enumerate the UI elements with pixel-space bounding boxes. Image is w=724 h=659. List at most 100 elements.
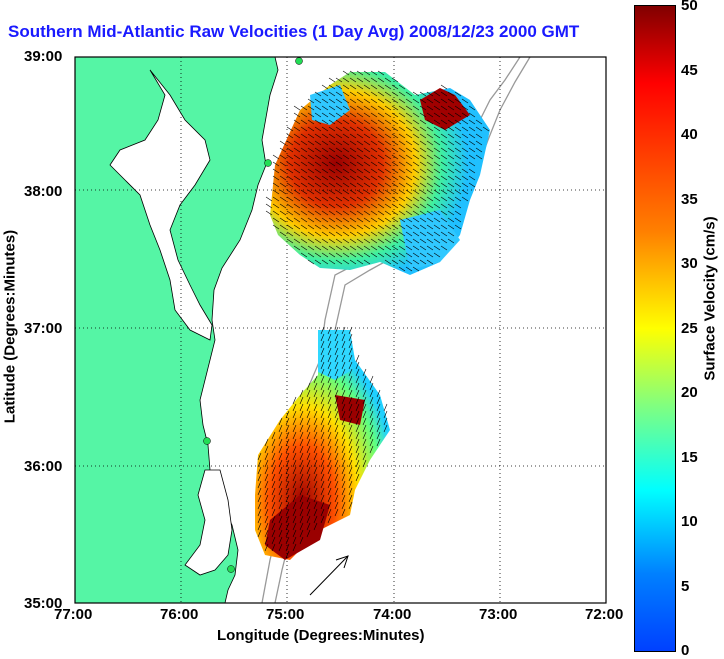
velocity-arrow <box>440 105 448 111</box>
velocity-arrow <box>440 168 448 174</box>
velocity-arrow <box>278 529 283 538</box>
velocity-arrow <box>468 182 476 188</box>
velocity-arrow <box>313 480 318 489</box>
velocity-arrow <box>398 266 406 272</box>
velocity-arrow <box>370 203 378 209</box>
velocity-arrow <box>391 238 399 244</box>
velocity-arrow <box>321 119 329 125</box>
velocity-arrow <box>300 119 308 125</box>
velocity-arrow <box>405 217 413 223</box>
velocity-arrow <box>300 252 308 258</box>
velocity-arrow <box>278 438 283 447</box>
velocity-arrow <box>349 168 357 174</box>
velocity-arrow <box>370 231 378 237</box>
velocity-arrow <box>320 473 325 482</box>
velocity-arrow <box>384 231 392 237</box>
velocity-arrow <box>355 417 360 426</box>
velocity-arrow <box>454 105 462 111</box>
velocity-arrow <box>461 189 469 195</box>
velocity-arrow <box>321 161 329 167</box>
velocity-arrow <box>342 189 350 195</box>
velocity-arrow <box>328 112 336 118</box>
velocity-arrow <box>313 501 318 510</box>
velocity-arrow <box>341 368 346 377</box>
velocity-arrow <box>278 508 283 517</box>
velocity-arrow <box>341 424 346 433</box>
velocity-arrow <box>363 154 371 160</box>
velocity-arrow <box>299 487 304 496</box>
velocity-arrow <box>327 417 332 426</box>
velocity-arrow <box>321 245 329 251</box>
velocity-arrow <box>321 91 329 97</box>
velocity-arrow <box>454 189 462 195</box>
velocity-arrow <box>391 154 399 160</box>
velocity-arrow <box>405 175 413 181</box>
velocity-arrow <box>356 105 364 111</box>
velocity-arrow <box>272 203 280 209</box>
velocity-arrow <box>299 501 304 510</box>
velocity-arrow <box>320 480 325 489</box>
velocity-arrow <box>328 133 336 139</box>
velocity-arrow <box>321 112 329 118</box>
velocity-arrow <box>419 126 427 132</box>
velocity-arrow <box>286 175 294 181</box>
velocity-arrow <box>293 203 301 209</box>
velocity-arrow <box>362 389 367 398</box>
velocity-arrow <box>314 224 322 230</box>
velocity-arrow <box>419 154 427 160</box>
velocity-arrow <box>412 259 420 265</box>
velocity-arrow <box>299 410 304 419</box>
velocity-arrow <box>398 245 406 251</box>
colorbar-tick: 35 <box>681 191 698 208</box>
velocity-arrow <box>328 231 336 237</box>
velocity-arrow <box>321 154 329 160</box>
velocity-arrow <box>292 424 297 433</box>
velocity-arrow <box>384 217 392 223</box>
velocity-arrow <box>440 196 448 202</box>
velocity-arrow <box>313 487 318 496</box>
velocity-arrow <box>328 175 336 181</box>
velocity-arrow <box>328 147 336 153</box>
velocity-arrow <box>348 445 353 454</box>
velocity-arrow <box>419 196 427 202</box>
velocity-arrow <box>447 119 455 125</box>
velocity-arrow <box>383 417 388 426</box>
velocity-arrow <box>377 203 385 209</box>
velocity-arrow <box>377 245 385 251</box>
velocity-arrow <box>341 410 346 419</box>
velocity-arrow <box>391 182 399 188</box>
velocity-arrow <box>454 91 462 97</box>
velocity-arrow <box>419 231 427 237</box>
velocity-arrow <box>370 133 378 139</box>
velocity-arrow <box>349 189 357 195</box>
velocity-arrow <box>271 529 276 538</box>
velocity-arrow <box>363 105 371 111</box>
velocity-arrow <box>293 217 301 223</box>
velocity-arrow <box>468 126 476 132</box>
velocity-arrow <box>419 252 427 258</box>
velocity-arrow <box>335 210 343 216</box>
velocity-arrow <box>426 161 434 167</box>
velocity-arrow <box>419 133 427 139</box>
velocity-arrow <box>313 466 318 475</box>
velocity-arrow <box>349 175 357 181</box>
velocity-arrow <box>355 382 360 391</box>
velocity-arrow <box>349 224 357 230</box>
velocity-arrow <box>433 245 441 251</box>
velocity-arrow <box>299 466 304 475</box>
velocity-arrow <box>293 196 301 202</box>
velocity-arrow <box>299 424 304 433</box>
velocity-arrow <box>321 126 329 132</box>
velocity-arrow <box>342 70 350 76</box>
velocity-arrow <box>433 217 441 223</box>
velocity-arrow <box>327 480 332 489</box>
velocity-arrow <box>334 368 339 377</box>
velocity-arrow <box>271 522 276 531</box>
velocity-arrow <box>307 119 315 125</box>
velocity-arrow <box>356 119 364 125</box>
velocity-arrow <box>341 508 346 517</box>
velocity-arrow <box>356 147 364 153</box>
velocity-arrow <box>306 438 311 447</box>
velocity-arrow <box>279 203 287 209</box>
velocity-arrow <box>300 168 308 174</box>
